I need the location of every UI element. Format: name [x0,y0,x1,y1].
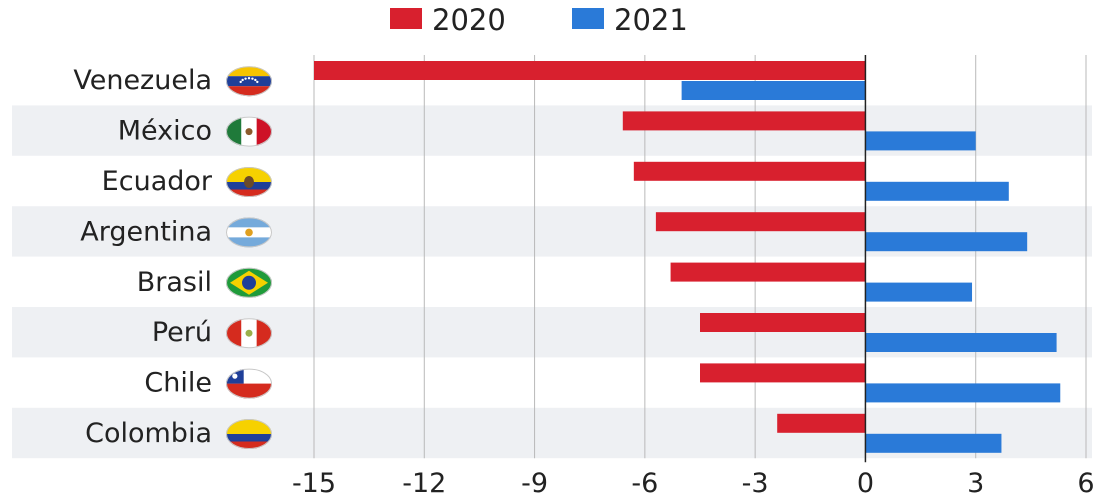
argentina-flag-icon [226,217,272,248]
gridlines [313,55,1087,459]
bar-2021-venezuela [681,81,866,100]
row-bands [12,105,1092,459]
bar-2020-perú [700,313,866,332]
x-tick-label: -6 [631,468,658,497]
bar-2021-perú [865,333,1057,352]
bar-2020-méxico [622,111,866,131]
bars [314,61,1061,453]
bar-2020-brasil [670,262,866,282]
category-label: Ecuador [102,166,213,197]
x-tick-labels: -15 -12 -9 -6 -3 0 3 6 [292,468,1095,497]
mexico-flag-icon [226,116,272,147]
category-label: Chile [144,368,212,399]
bar-2021-brasil [865,282,973,302]
bar-2020-colombia [777,413,866,433]
legend-item-2020: 2020 [390,3,506,37]
legend-swatch [572,8,604,29]
chile-flag-icon [226,368,272,399]
bar-2021-méxico [865,131,976,151]
colombia-flag-icon [226,419,272,449]
category-label: Perú [152,317,212,348]
category-label: Colombia [85,418,212,449]
category-label: Brasil [137,267,212,298]
bar-2021-colombia [865,433,1002,453]
legend-swatch [390,8,422,29]
ecuador-flag-icon [226,167,272,197]
legend-label: 2020 [432,3,506,37]
bar-2020-argentina [655,212,866,232]
bar-2021-argentina [865,232,1028,252]
venezuela-flag-icon [226,66,272,97]
category-labels: Venezuela México Ecuador Argentina Brasil Per… [73,65,213,449]
country-flags [226,66,272,449]
category-label: Venezuela [73,65,212,96]
x-tick-label: 3 [967,468,984,497]
bar-2021-chile [865,383,1061,403]
legend: 2020 2021 [390,3,688,37]
peru-flag-icon [226,318,272,349]
bar-2020-chile [700,363,866,383]
legend-item-2021: 2021 [572,3,688,37]
x-tick-label: -3 [742,468,769,497]
brazil-flag-icon [226,267,272,298]
category-label: México [118,116,212,147]
x-tick-label: -12 [402,468,446,497]
x-tick-label: -15 [292,468,336,497]
legend-label: 2021 [614,3,688,37]
x-tick-label: -9 [521,468,548,497]
bar-2020-venezuela [314,61,866,80]
bar-2020-ecuador [633,161,866,181]
x-tick-label: 0 [857,468,874,497]
x-tick-label: 6 [1077,468,1094,497]
bar-2021-ecuador [865,181,1009,201]
category-label: Argentina [80,216,212,247]
